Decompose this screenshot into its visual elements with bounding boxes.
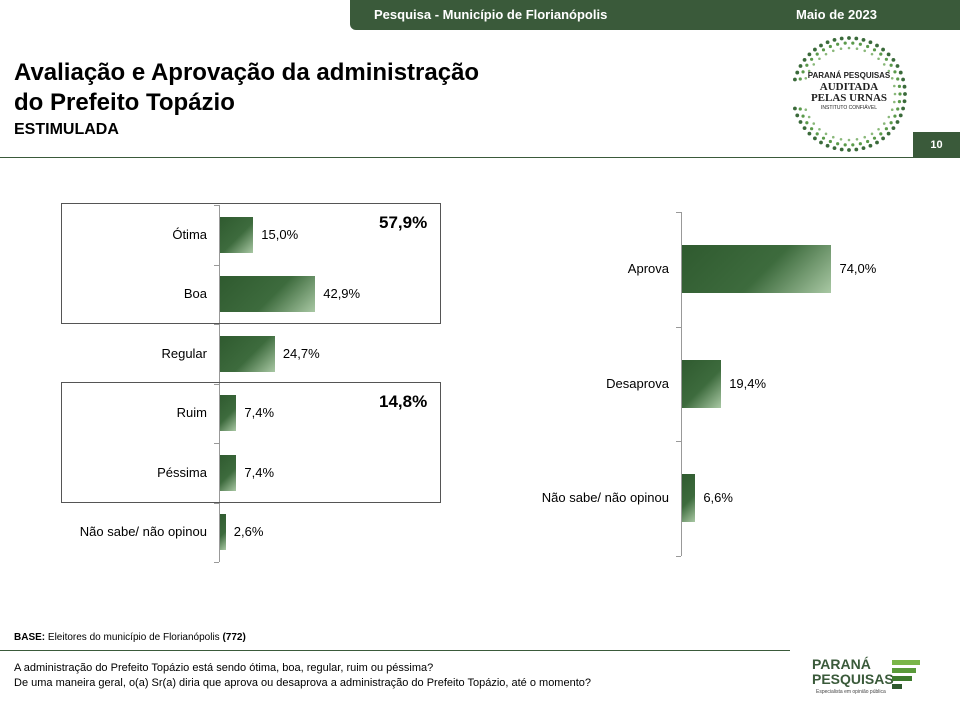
bar (682, 474, 696, 523)
seal-line-2: AUDITADA (820, 81, 879, 93)
category-label: Ruim (176, 405, 207, 421)
value-label: 19,4% (729, 375, 767, 391)
bar (220, 216, 254, 253)
title-line-2: do Prefeito Topázio (14, 89, 235, 116)
category-label: Regular (161, 345, 207, 361)
audit-seal: PARANÁ PESQUISAS AUDITADA PELAS URNAS IN… (793, 36, 907, 152)
logo-line-2: PESQUISAS (812, 671, 894, 687)
seal-line-3: PELAS URNAS (811, 92, 887, 104)
axis-tick (214, 502, 219, 504)
question-1: A administração do Prefeito Topázio está… (14, 662, 434, 674)
group-total-label: 57,9% (379, 213, 428, 232)
group-box (61, 381, 441, 503)
title-line-1: Avaliação e Aprovação da administração (14, 59, 480, 86)
bar (220, 454, 237, 491)
seal-dot-ring (793, 36, 907, 152)
axis-tick (214, 443, 219, 444)
chart-axis (219, 205, 220, 562)
axis-tick (214, 205, 219, 206)
seal-line-1: PARANÁ PESQUISAS (808, 71, 891, 80)
base-text: Eleitores do município de Florianópolis (45, 632, 223, 643)
survey-date: Maio de 2023 (796, 7, 877, 22)
category-label: Ótima (172, 226, 207, 242)
group-total-label: 14,8% (379, 391, 428, 411)
value-label: 42,9% (323, 286, 361, 302)
bar (220, 276, 316, 313)
seal-line-4: INSTITUTO CONFIÁVEL (821, 104, 877, 111)
bar (220, 514, 226, 551)
value-label: 7,4% (244, 405, 275, 421)
base-prefix: BASE: (14, 632, 46, 643)
value-label: 2,6% (233, 524, 264, 540)
axis-tick (676, 212, 681, 213)
base-note: BASE: Eleitores do município de Florianó… (14, 632, 246, 643)
bar (682, 245, 832, 294)
page-subtitle: ESTIMULADA (14, 121, 119, 138)
company-logo: PARANÁ PESQUISAS Especialista em opinião… (812, 656, 922, 698)
bar (220, 395, 237, 432)
logo-tagline: Especialista em opinião pública (816, 689, 886, 695)
base-n: (772) (222, 632, 246, 643)
category-label: Péssima (157, 464, 207, 480)
axis-tick (214, 324, 219, 325)
category-label: Boa (183, 286, 207, 302)
axis-tick (676, 326, 681, 328)
axis-tick (214, 264, 219, 266)
category-label: Não sabe/ não opinou (79, 524, 207, 540)
logo-line-1: PARANÁ (812, 656, 871, 672)
value-label: 15,0% (261, 226, 299, 242)
value-label: 74,0% (839, 261, 877, 277)
bar (682, 359, 722, 408)
category-label: Não sabe/ não opinou (541, 490, 669, 506)
header-bar: Pesquisa - Município de Florianópolis Ma… (350, 0, 960, 30)
survey-name: Pesquisa - Município de Florianópolis (374, 7, 608, 22)
value-label: 24,7% (282, 345, 320, 361)
value-label: 6,6% (703, 490, 733, 506)
question-2: De uma maneira geral, o(a) Sr(a) diria q… (14, 677, 592, 689)
page-number: 10 (913, 132, 960, 158)
axis-tick (676, 555, 681, 557)
axis-tick (214, 383, 219, 385)
chart-axis (681, 212, 682, 556)
value-label: 7,4% (244, 464, 275, 480)
logo-stripes-icon (892, 660, 920, 689)
page-title: Avaliação e Aprovação da administração d… (14, 58, 479, 118)
axis-tick (214, 562, 219, 563)
category-label: Aprova (627, 261, 669, 277)
footer-divider (0, 650, 790, 651)
bar (220, 335, 275, 372)
header-divider (0, 157, 960, 158)
group-box (61, 203, 441, 324)
category-label: Desaprova (606, 375, 669, 391)
axis-tick (676, 441, 681, 442)
